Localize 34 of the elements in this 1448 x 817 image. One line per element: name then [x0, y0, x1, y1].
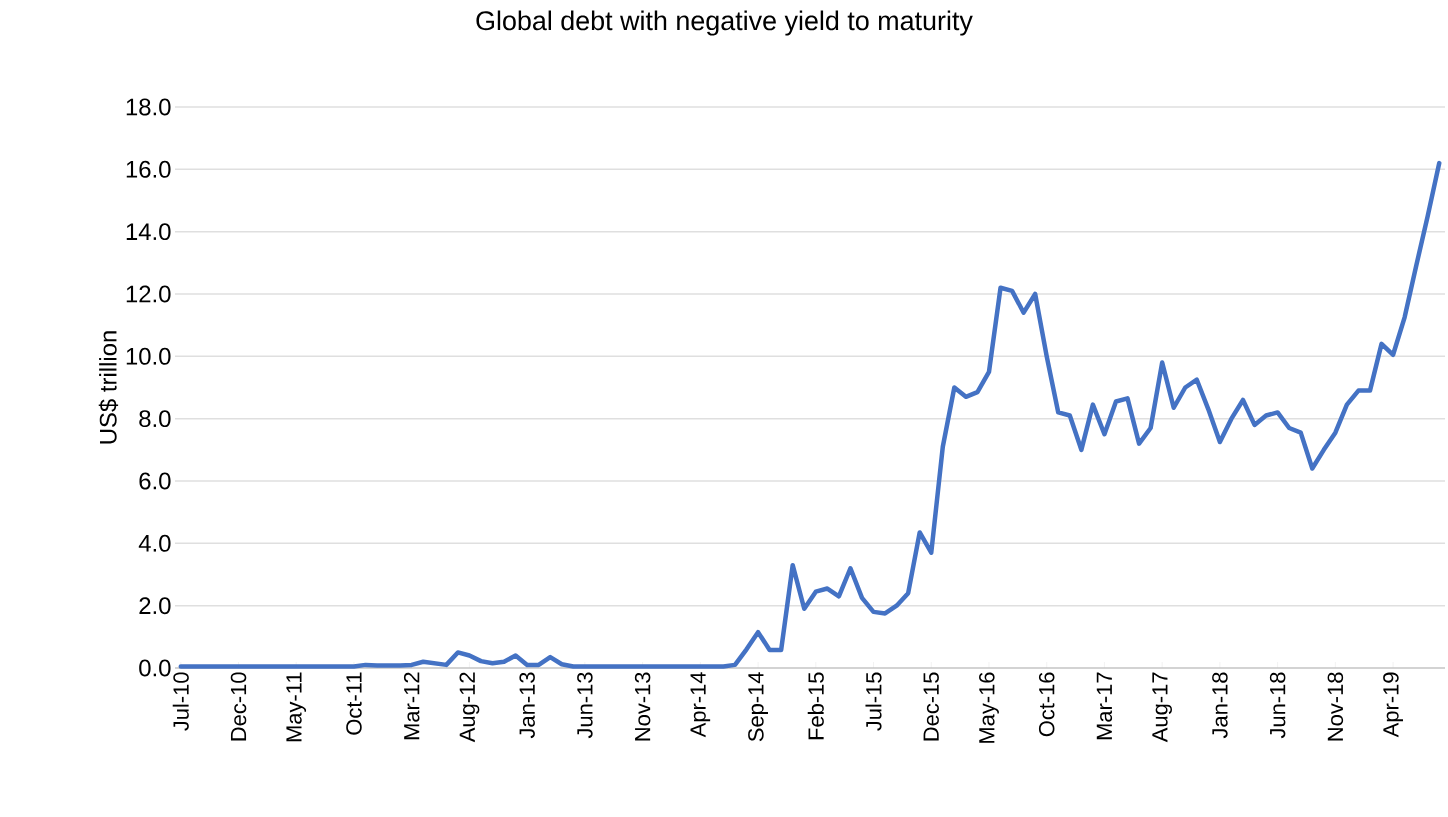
x-tick-label: May-11: [286, 672, 307, 742]
x-tick-label: Jul-10: [172, 672, 189, 731]
y-tick-label: 6.0: [139, 472, 171, 490]
x-tick-label: Apr-14: [690, 672, 711, 738]
x-tick-label: Jun-18: [1269, 672, 1286, 739]
y-tick-label: 16.0: [126, 160, 171, 178]
x-tick-label: May-16: [979, 672, 999, 743]
x-tick-label: Apr-19: [1383, 672, 1404, 738]
x-tick-label: Jul-15: [865, 672, 882, 731]
x-tick-label: Oct-11: [346, 672, 362, 735]
y-tick-label: 2.0: [139, 597, 171, 615]
y-tick-label: 18.0: [126, 98, 171, 116]
x-tick-label: Oct-16: [1038, 672, 1055, 737]
x-tick-label: Aug-12: [459, 672, 480, 743]
x-tick-label: Feb-15: [807, 672, 824, 740]
y-tick-label: 4.0: [138, 534, 171, 552]
x-tick-label: Jan-18: [1212, 672, 1228, 739]
x-tick-label: Nov-18: [1327, 672, 1344, 741]
y-tick-label: 8.0: [139, 410, 171, 428]
x-tick-label: Mar-12: [403, 672, 420, 740]
y-tick-label: 14.0: [126, 223, 171, 241]
y-axis-title: US$ trillion: [98, 331, 119, 444]
x-tick-label: Dec-15: [923, 672, 939, 741]
x-tick-label: Aug-17: [1152, 672, 1172, 743]
x-tick-label: Jan-13: [519, 672, 535, 739]
y-tick-label: 10.0: [126, 347, 171, 365]
y-tick-label: 0.0: [139, 659, 171, 677]
x-tick-label: Dec-10: [230, 672, 247, 741]
x-tick-label: Sep-14: [748, 672, 768, 742]
x-tick-label: Mar-17: [1096, 672, 1113, 740]
y-tick-label: 12.0: [126, 285, 171, 303]
chart-title: Global debt with negative yield to maturity: [476, 10, 973, 36]
x-tick-label: Nov-13: [634, 672, 651, 741]
x-tick-label: Jun-13: [577, 672, 593, 739]
